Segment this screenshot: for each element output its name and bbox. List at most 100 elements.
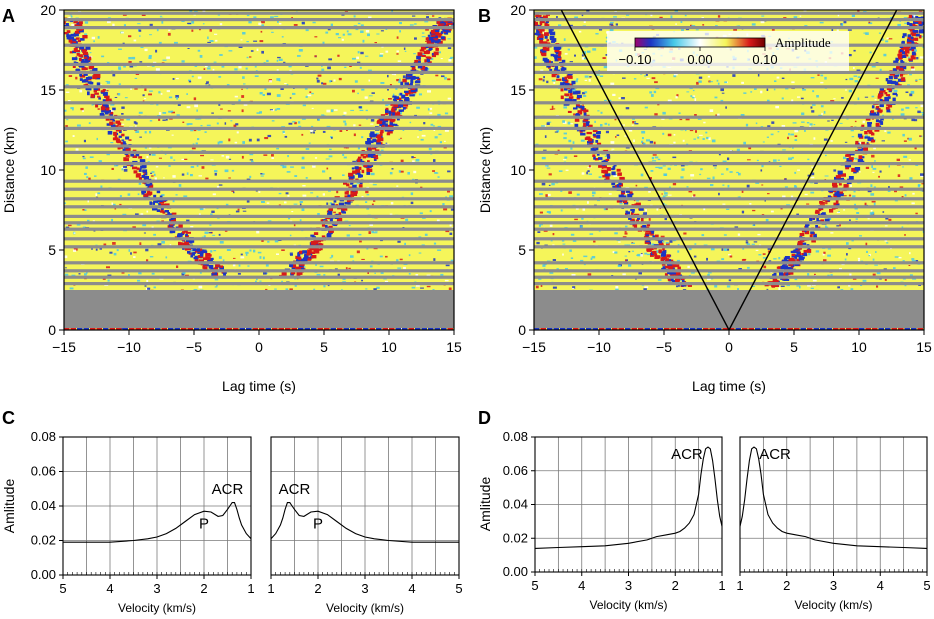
noise-speck: [330, 136, 333, 138]
wavefront-mark: [327, 209, 333, 213]
wavefront-mark: [209, 257, 214, 260]
y-tick-label-a: 15: [40, 82, 56, 98]
wavefront-mark: [816, 217, 819, 222]
moveout-line-b-1: [728, 10, 898, 330]
noise-speck: [572, 287, 575, 289]
wavefront-mark: [187, 247, 192, 251]
wavefront-mark: [313, 247, 317, 251]
noise-speck: [72, 135, 75, 137]
wavefront-mark: [85, 46, 91, 50]
wavefront-mark: [219, 266, 224, 270]
noise-speck: [165, 256, 168, 259]
noise-speck: [775, 105, 779, 109]
wavefront-mark: [341, 209, 345, 213]
noise-speck: [397, 240, 401, 243]
noise-speck: [426, 274, 431, 276]
wavefront-mark: [78, 21, 83, 24]
noise-speck: [619, 202, 623, 205]
noise-speck: [582, 208, 586, 211]
noise-speck: [536, 241, 540, 245]
noise-speck: [234, 68, 238, 71]
wavefront-mark: [90, 93, 95, 98]
wavefront-mark: [103, 108, 108, 111]
noise-speck: [581, 54, 584, 57]
noise-speck: [168, 29, 171, 32]
noise-speck: [409, 24, 414, 26]
noise-speck: [65, 84, 69, 86]
noise-speck: [766, 88, 769, 91]
noise-speck: [437, 176, 440, 178]
noise-speck: [271, 154, 274, 157]
noise-speck: [168, 110, 172, 113]
wavefront-mark: [295, 255, 299, 259]
noise-speck: [444, 129, 449, 132]
noise-speck: [365, 190, 369, 194]
wavefront-mark: [397, 97, 401, 101]
wavefront-mark: [121, 133, 125, 137]
noise-speck: [793, 16, 798, 19]
noise-speck: [745, 239, 748, 242]
wavefront-mark: [894, 81, 898, 86]
noise-speck: [654, 113, 658, 116]
noise-speck: [414, 23, 417, 25]
noise-speck: [369, 265, 373, 268]
wavefront-mark: [79, 78, 83, 81]
noise-speck: [610, 21, 614, 24]
noise-speck: [413, 53, 416, 55]
noise-speck: [442, 203, 445, 206]
noise-speck: [573, 155, 578, 157]
noise-speck: [879, 68, 882, 72]
wavefront-mark: [414, 59, 418, 63]
noise-speck: [597, 110, 600, 112]
wavefront-mark: [70, 36, 75, 40]
wavefront-mark: [764, 284, 769, 287]
wavefront-mark: [223, 272, 226, 276]
noise-speck: [609, 28, 614, 32]
wavefront-mark: [426, 40, 432, 45]
noise-speck: [741, 259, 746, 261]
wavefront-mark: [392, 95, 397, 98]
noise-speck: [867, 131, 870, 133]
wavefront-mark: [317, 238, 321, 243]
noise-speck: [721, 173, 724, 175]
noise-speck: [726, 168, 729, 171]
wavefront-mark: [112, 107, 116, 111]
noise-speck: [312, 131, 315, 134]
noise-speck: [687, 265, 690, 269]
noise-speck: [183, 271, 186, 274]
wavefront-mark: [435, 34, 438, 39]
wavefront-mark: [624, 201, 629, 205]
noise-speck: [144, 147, 148, 149]
noise-speck: [135, 73, 140, 75]
noise-speck: [573, 113, 576, 116]
trace-gap: [534, 70, 924, 74]
noise-speck: [854, 120, 857, 123]
noise-speck: [737, 233, 741, 236]
wavefront-mark: [595, 147, 599, 151]
wavefront-mark: [861, 124, 865, 127]
trace-gap: [64, 62, 454, 66]
wavefront-mark: [576, 103, 580, 106]
wavefront-mark: [867, 138, 872, 142]
trace-gap: [64, 275, 454, 279]
trace-gap: [534, 275, 924, 279]
noise-speck: [259, 92, 263, 95]
noise-speck: [897, 74, 902, 76]
noise-speck: [333, 211, 336, 214]
wavefront-mark: [426, 37, 430, 40]
wavefront-mark: [389, 121, 393, 126]
wavefront-mark: [71, 57, 78, 61]
noise-speck: [767, 99, 770, 102]
wavefront-mark: [921, 28, 924, 33]
noise-speck: [691, 96, 695, 99]
zero-trace-mark: [116, 328, 122, 330]
wavefront-mark: [792, 250, 798, 254]
noise-speck: [899, 186, 904, 189]
zero-trace-mark: [540, 328, 546, 330]
wavefront-mark: [431, 52, 435, 56]
zero-trace-mark: [690, 328, 696, 330]
wavefront-mark: [851, 167, 857, 172]
noise-speck: [103, 243, 107, 246]
noise-speck: [141, 13, 146, 16]
noise-speck: [644, 106, 648, 109]
